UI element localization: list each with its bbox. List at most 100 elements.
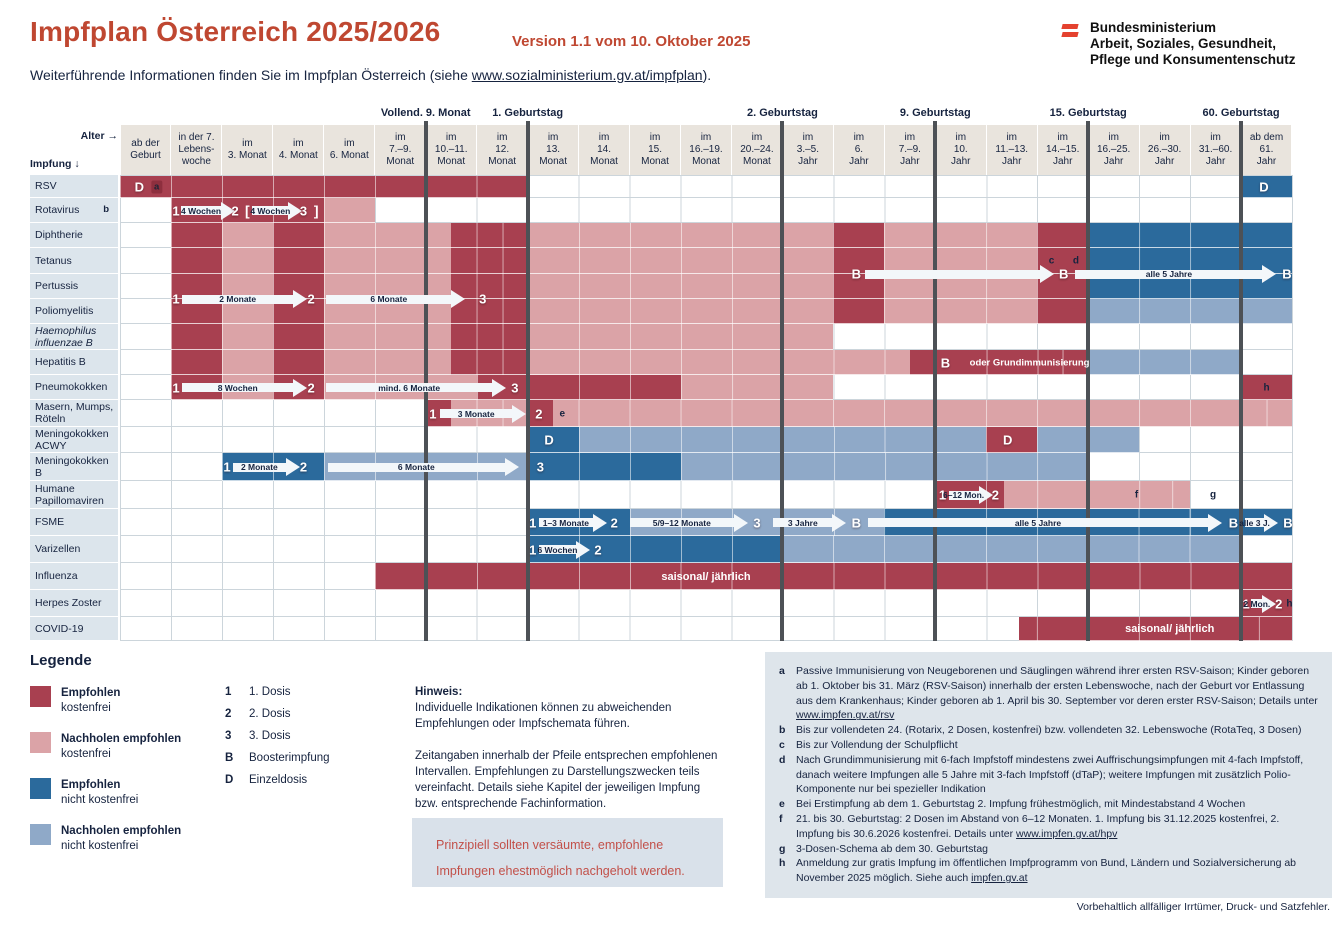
arrow-interval-label: 6 Monate <box>397 462 435 472</box>
footnote-link[interactable]: www.impfen.gv.at/hpv <box>1016 827 1118 840</box>
dose-marker-B: B <box>851 515 862 530</box>
footnote-marker-e: e <box>559 408 566 419</box>
dose-marker-2: 2 <box>610 515 618 530</box>
segment-label: oder Grundimmunisierung <box>969 357 1090 368</box>
arrow-band <box>1075 269 1263 279</box>
row-label-hepatitis-b: Hepatitis B <box>30 350 118 375</box>
segment-diphtherie <box>833 223 885 248</box>
dose-marker-D: D <box>544 432 554 448</box>
arrow-interval-label: 2 Monate <box>219 294 257 304</box>
segment-hepatitis-b <box>221 350 273 375</box>
column-header: ab dem 61. Jahr <box>1241 125 1292 175</box>
segment-mmr <box>527 400 554 427</box>
footnote-d: d Nach Grundimmunisierung mit 6-fach Impf… <box>779 753 1318 797</box>
arrowhead-icon <box>1262 594 1277 613</box>
dose-marker-3: 3 <box>753 515 761 530</box>
footnote-c: c Bis zur Vollendung der Schulpflicht <box>779 738 1318 753</box>
segment-hib <box>170 324 222 350</box>
arrowhead-icon <box>1207 513 1222 532</box>
note-text: Prinzipiell sollten versäumte, empfohlen… <box>436 838 685 878</box>
arrow-band <box>773 518 833 527</box>
segment-poliomyelitis <box>1037 299 1089 324</box>
segment-hib <box>451 324 528 350</box>
arrowhead-icon <box>451 290 466 308</box>
segment-poliomyelitis <box>833 299 885 324</box>
dose-marker-2: 2 <box>535 406 543 421</box>
footnote-text: Nach Grundimmunisierung mit 6-fach Impfs… <box>796 753 1304 796</box>
dose-marker-B: B <box>1282 266 1292 282</box>
segment-tetanus <box>323 248 452 274</box>
segment-tetanus <box>221 248 273 274</box>
legend-item: Empfohlen kostenfrei <box>30 686 181 716</box>
row-hib <box>120 324 1293 350</box>
arrowhead-icon <box>576 540 591 559</box>
grid-top-line <box>120 174 1293 176</box>
dose-marker-B: B <box>1228 515 1239 530</box>
dose-marker-1: 1 <box>529 515 537 530</box>
milestone-line <box>780 121 785 641</box>
arrowhead-icon <box>978 486 993 504</box>
column-header: im 3. Monat <box>222 125 273 175</box>
milestone-label: 2. Geburtstag <box>746 107 818 119</box>
dose-marker-D: D <box>1259 179 1269 194</box>
segment-tetanus <box>170 248 222 274</box>
footnote-key: g <box>779 842 786 855</box>
column-header: im 16.–25. Jahr <box>1088 125 1139 175</box>
footnote-text: 21. bis 30. Geburtstag: 2 Dosen im Absta… <box>796 812 1280 840</box>
arrow-interval-label: alle 5 Jahre <box>1145 269 1193 279</box>
dose-marker-1: 1 <box>172 291 180 307</box>
arrowhead-icon <box>832 513 847 532</box>
column-header: im 4. Monat <box>273 125 324 175</box>
arrow-band <box>538 518 593 527</box>
segment-pertussis <box>527 274 834 299</box>
dose-marker-2: 2 <box>594 542 602 557</box>
dose-marker-2: 2 <box>307 380 315 395</box>
impfplan-link[interactable]: www.sozialministerium.gv.at/impfplan <box>471 67 703 83</box>
column-header: im 16.–19. Monat <box>681 125 731 175</box>
milestone-line <box>1086 121 1091 641</box>
row-diphtherie <box>120 223 1293 248</box>
arrow-interval-label: 2 Monate <box>240 462 278 472</box>
dose-marker-3: 3 <box>479 291 487 307</box>
footnote-link[interactable]: www.impfen.gv.at/rsv <box>796 709 895 722</box>
footnote-marker-g: g <box>1209 489 1217 501</box>
legend-swatch <box>30 778 51 799</box>
segment-diphtherie <box>1037 223 1089 248</box>
dose-marker-1: 1 <box>172 380 180 395</box>
row-label-pertussis: Pertussis <box>30 274 118 299</box>
row-label-hib: Haemophilus influenzae B <box>30 324 118 350</box>
milestone-line <box>933 121 938 641</box>
disclaimer: Vorbehaltlich allfälliger Irrtümer, Druc… <box>1076 901 1330 913</box>
arrow-interval-label: 5/9–12 Monate <box>652 517 711 528</box>
arrow-band <box>326 383 492 392</box>
segment-rotavirus <box>323 198 375 223</box>
dose-legend-item: 1 1. Dosis <box>225 686 291 698</box>
dose-marker-3: 3 <box>536 459 545 475</box>
footnote-key: h <box>779 857 786 870</box>
page-title: Impfplan Österreich 2025/2026 <box>30 16 441 47</box>
segment-hepatitis-b <box>323 350 452 375</box>
arrow-band <box>252 206 289 215</box>
arrow-interval-label: 6 Monate <box>370 294 408 304</box>
segment-hib <box>272 324 324 350</box>
arrow-band <box>326 294 452 304</box>
segment-hib <box>323 324 452 350</box>
arrow-band <box>1245 518 1264 527</box>
ministry-logo: Bundesministerium Arbeit, Soziales, Gesu… <box>1061 20 1296 68</box>
segment-tetanus <box>272 248 324 274</box>
legend-item: Empfohlen nicht kostenfrei <box>30 778 181 808</box>
milestone-label: 15. Geburtstag <box>1049 107 1127 119</box>
arrowhead-icon <box>512 404 527 423</box>
footnote-link[interactable]: impfen.gv.at <box>971 872 1028 885</box>
segment-diphtherie <box>323 223 452 248</box>
hinweis-paragraph: Individuelle Indikationen können zu abwe… <box>415 702 672 730</box>
arrow-band <box>629 518 735 527</box>
segment-hpv <box>1004 481 1191 509</box>
column-header: im 12. Monat <box>477 125 528 175</box>
row-label-pneumokokken: Pneumokokken <box>30 375 118 400</box>
column-header: im 7.–9. Jahr <box>884 125 935 175</box>
dose-marker-2: 2 <box>299 459 308 475</box>
column-header: im 31.–60. Jahr <box>1190 125 1241 175</box>
column-header: in der 7. Lebens-woche <box>171 125 222 175</box>
column-header: im 7.–9. Monat <box>375 125 426 175</box>
